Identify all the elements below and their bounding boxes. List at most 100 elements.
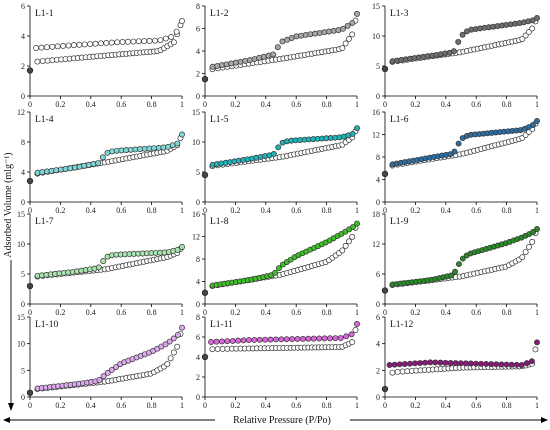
- panel-l1-8: 0 4 8 12 16 0 0.2 0.4 0.6 0.8 1 L1-8: [192, 210, 360, 317]
- desorption-point: [33, 45, 40, 51]
- x-tick-label: 0: [28, 206, 32, 215]
- desorption-point: [270, 51, 277, 58]
- x-tick-label: 0.6: [471, 401, 481, 410]
- y-tick-label: 5: [376, 62, 380, 71]
- desorption-point: [442, 359, 449, 366]
- desorption-point: [459, 31, 466, 38]
- x-tick-label: 0.8: [147, 206, 157, 215]
- x-tick-label: 0: [28, 100, 32, 109]
- desorption-point: [391, 361, 398, 368]
- adsorption-point: [519, 254, 526, 261]
- start-point: [381, 170, 389, 178]
- start-point: [201, 171, 209, 179]
- desorption-point: [473, 360, 479, 367]
- y-tick-label: 8: [196, 313, 200, 322]
- adsorption-point: [345, 238, 352, 245]
- x-tick-label: 0.8: [322, 100, 332, 109]
- panel-title: L1-12: [390, 320, 413, 330]
- x-tick-label: 0.8: [502, 100, 512, 109]
- desorption-point: [457, 360, 464, 367]
- y-tick-label: 0: [196, 198, 200, 207]
- x-tick-label: 0.6: [291, 100, 301, 109]
- y-tick-label: 6: [376, 313, 380, 322]
- desorption-point: [174, 140, 181, 147]
- panel-title: L1-2: [210, 9, 229, 19]
- x-tick-label: 0.4: [441, 401, 451, 410]
- desorption-point: [278, 336, 285, 343]
- desorption-point: [452, 268, 458, 275]
- desorption-point: [354, 125, 360, 132]
- desorption-point: [344, 22, 351, 29]
- desorption-point: [135, 38, 142, 45]
- adsorption-point: [167, 355, 174, 362]
- adsorption-point: [349, 233, 356, 240]
- desorption-point: [60, 42, 67, 49]
- y-tick-label: 4: [376, 176, 380, 185]
- adsorption-point: [522, 249, 529, 256]
- panel-l1-11: 0 2 4 6 8 0 0.2 0.4 0.6 0.8 1 L1-11: [196, 313, 360, 410]
- x-tick-label: 0: [383, 308, 387, 317]
- desorption-point: [455, 140, 462, 147]
- x-tick-label: 0.4: [441, 206, 451, 215]
- x-tick-label: 0.4: [261, 206, 271, 215]
- desorption-point: [223, 61, 230, 68]
- x-tick-label: 0: [383, 206, 387, 215]
- x-tick-label: 0.2: [55, 206, 65, 215]
- x-tick-label: 0.6: [116, 308, 126, 317]
- desorption-point: [354, 321, 360, 327]
- desorption-point: [240, 337, 247, 344]
- desorption-point: [157, 37, 164, 44]
- adsorption-point: [525, 29, 532, 35]
- y-tick-label: 4: [196, 47, 200, 56]
- desorption-point: [534, 226, 540, 232]
- desorption-point: [95, 264, 102, 271]
- desorption-point: [483, 361, 490, 367]
- desorption-point: [528, 358, 535, 365]
- y-tick-label: 15: [192, 108, 200, 117]
- desorption-point: [267, 336, 274, 343]
- desorption-point: [87, 41, 94, 47]
- desorption-point: [179, 18, 185, 24]
- x-tick-label: 0.2: [410, 100, 420, 109]
- desorption-point: [76, 41, 83, 48]
- desorption-point: [488, 361, 495, 368]
- desorption-point: [54, 43, 61, 50]
- panel-title: L1-3: [390, 9, 409, 19]
- y-tick-label: 6: [21, 2, 25, 11]
- desorption-point: [229, 337, 236, 344]
- adsorption-point: [529, 25, 536, 32]
- x-tick-label: 0.8: [322, 308, 332, 317]
- panel-title: L1-9: [390, 217, 409, 227]
- y-tick-label: 15: [17, 210, 25, 219]
- start-point: [201, 75, 209, 83]
- y-tick-label: 6: [196, 25, 200, 34]
- desorption-point: [85, 161, 92, 168]
- x-tick-label: 1: [355, 206, 359, 215]
- desorption-point: [349, 19, 356, 26]
- x-tick-label: 0.6: [471, 100, 481, 109]
- y-tick-label: 0: [196, 393, 200, 402]
- desorption-point: [321, 335, 328, 342]
- adsorption-point: [339, 247, 346, 254]
- adsorption-point: [522, 32, 529, 39]
- desorption-point: [92, 40, 99, 47]
- start-point: [26, 389, 34, 396]
- x-axis-title: Relative Pressure (P/Po): [233, 415, 331, 426]
- x-tick-label: 0.6: [291, 206, 301, 215]
- panel-title: L1-6: [390, 115, 409, 125]
- desorption-point: [100, 258, 107, 265]
- desorption-point: [452, 360, 459, 367]
- x-tick-label: 0.2: [410, 308, 420, 317]
- desorption-point: [272, 336, 279, 343]
- adsorption-point: [519, 36, 526, 42]
- desorption-point: [146, 37, 153, 44]
- desorption-point: [447, 151, 454, 158]
- y-tick-label: 0: [196, 92, 200, 101]
- x-tick-label: 0: [203, 206, 207, 215]
- x-tick-label: 0.4: [261, 100, 271, 109]
- desorption-point: [119, 38, 126, 45]
- desorption-point: [81, 162, 88, 169]
- adsorption-point: [349, 339, 356, 346]
- x-axis-arrowhead-right: [541, 417, 548, 423]
